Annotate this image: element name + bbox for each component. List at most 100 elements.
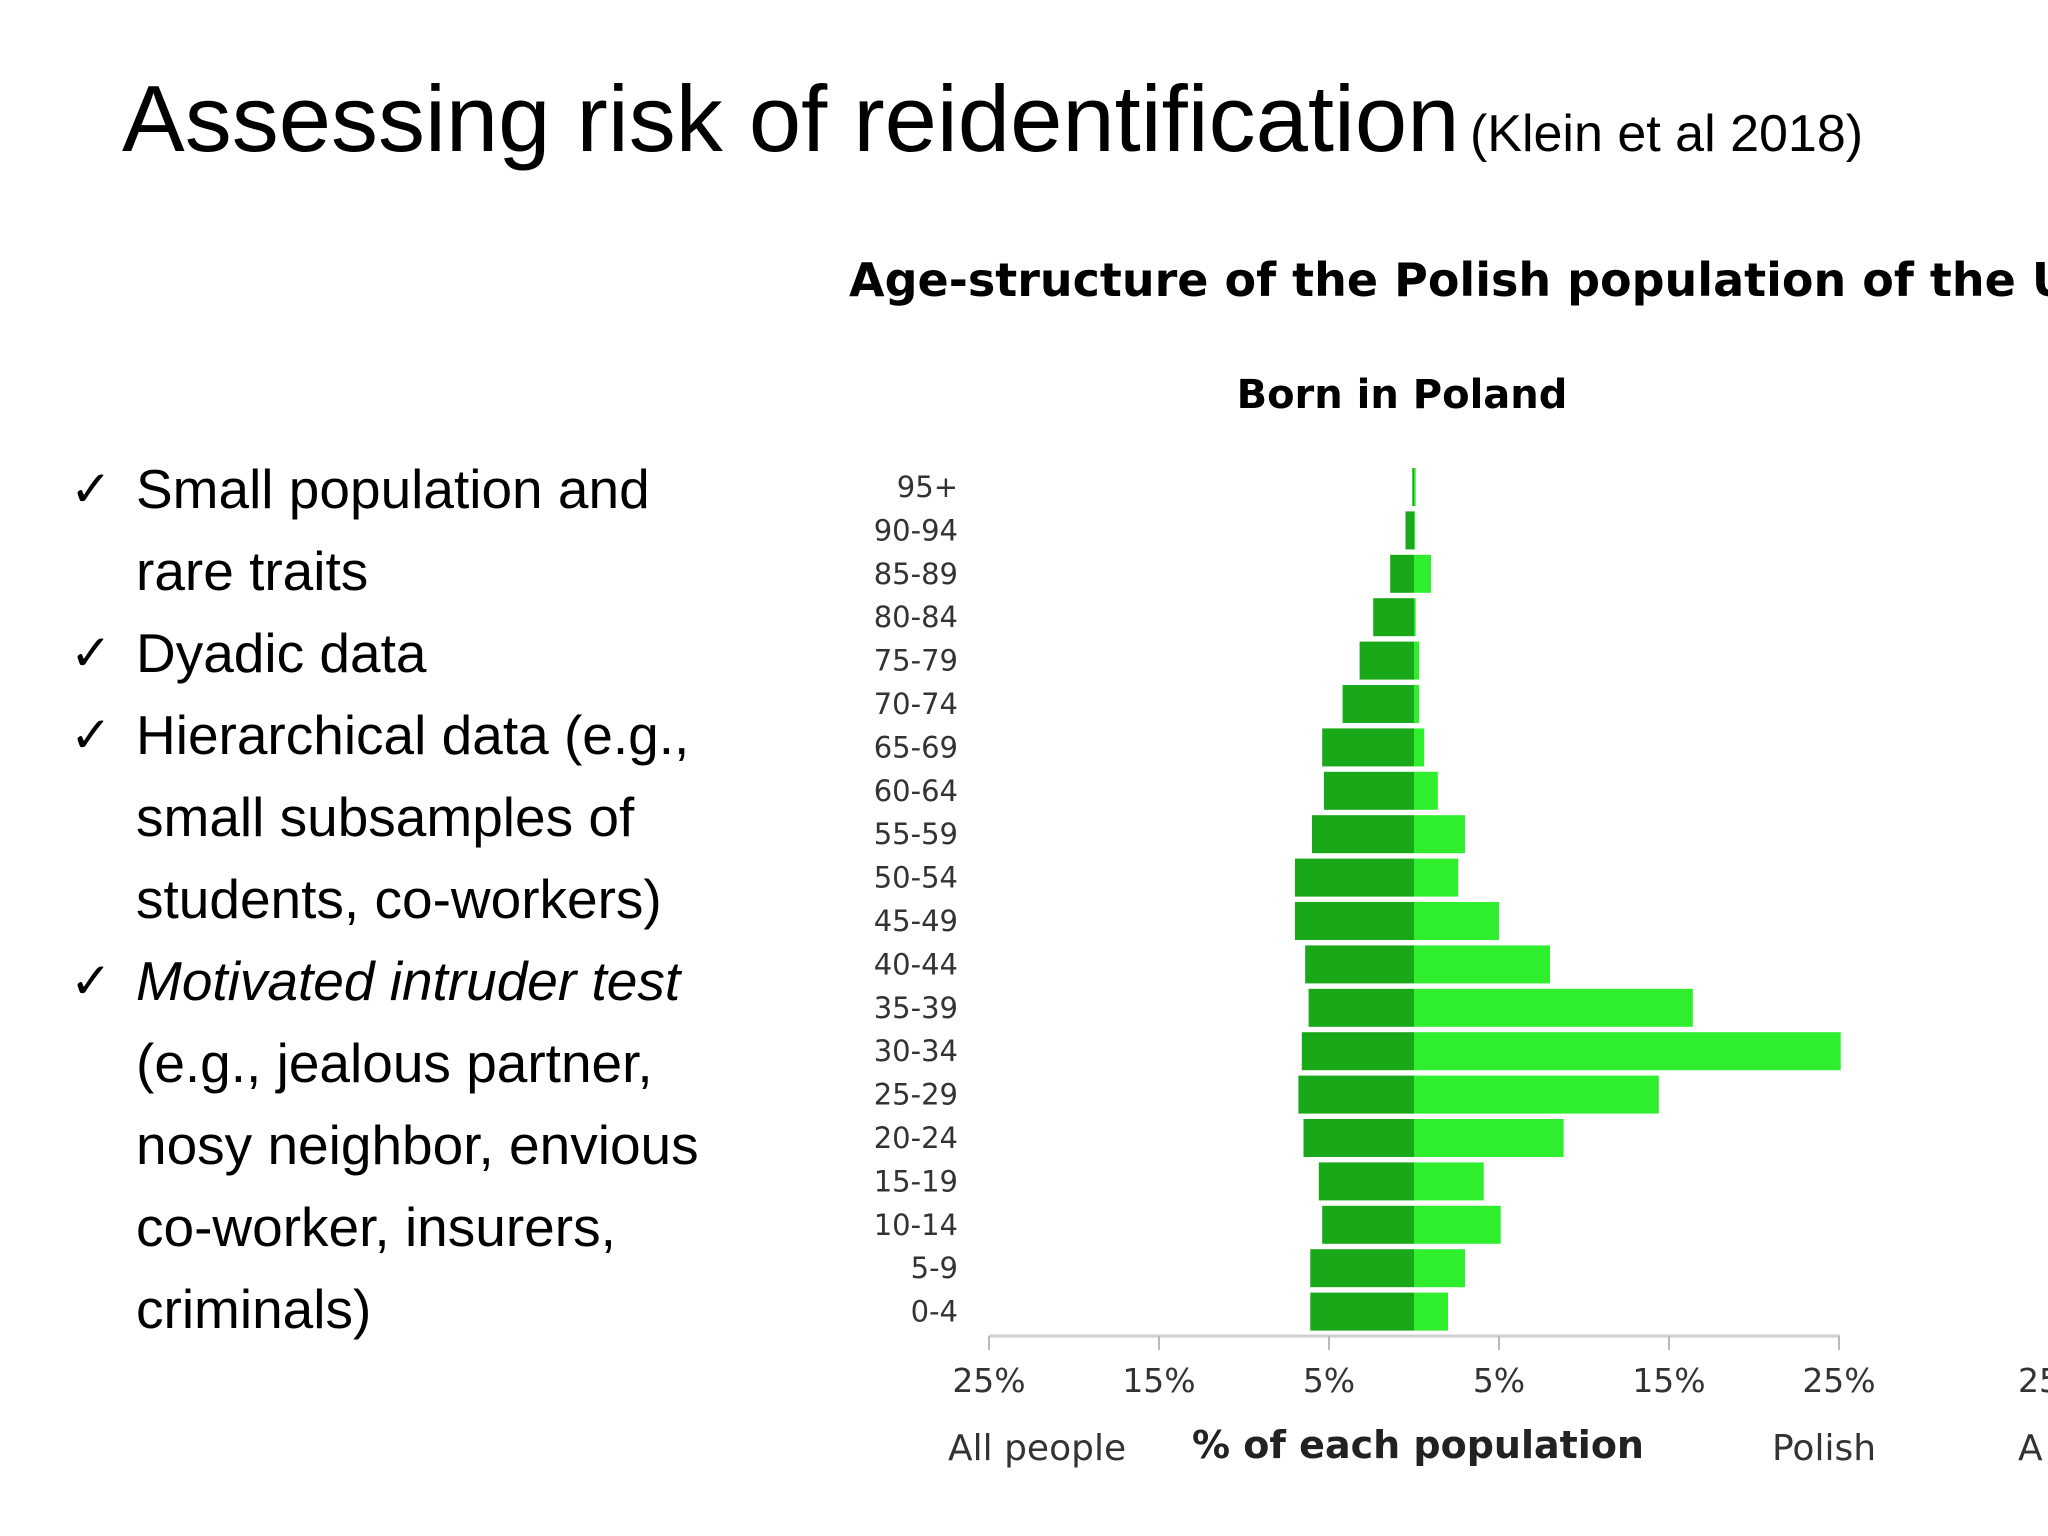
age-group-label: 65-69 xyxy=(874,730,958,764)
bar-all-people-70-74 xyxy=(1342,685,1414,723)
bar-all-people-40-44 xyxy=(1305,945,1414,984)
age-group-label: 25-29 xyxy=(874,1078,958,1112)
slide-title-main: Assessing risk of reidentification xyxy=(122,66,1460,171)
checkmark-icon: ✓ xyxy=(70,706,112,764)
bar-all-people-85-89 xyxy=(1390,554,1414,593)
bar-all-people-5-9 xyxy=(1310,1249,1414,1288)
bar-polish-30-34 xyxy=(1414,1032,1841,1071)
bullet-item: ✓ Motivated intruder test (e.g., jealous… xyxy=(70,940,770,1350)
bullet-line: small subsamples of xyxy=(136,786,635,848)
bar-all-people-55-59 xyxy=(1312,815,1414,854)
x-tick-label: 25% xyxy=(952,1361,1025,1400)
bar-all-people-90-94 xyxy=(1405,511,1414,550)
bar-all-people-15-19 xyxy=(1318,1162,1414,1201)
checkmark-icon: ✓ xyxy=(70,952,112,1010)
x-tick-label: 15% xyxy=(1122,1361,1195,1400)
bar-all-people-30-34 xyxy=(1301,1032,1414,1071)
right-side-label: Polish xyxy=(1772,1428,1876,1469)
bar-all-people-75-79 xyxy=(1359,641,1414,680)
age-group-label: 0-4 xyxy=(911,1295,958,1329)
age-group-label: 10-14 xyxy=(874,1208,958,1242)
age-group-label: 15-19 xyxy=(874,1164,958,1198)
bar-all-people-80-84 xyxy=(1373,598,1414,637)
age-group-label: 50-54 xyxy=(874,861,958,895)
age-group-label: 40-44 xyxy=(874,947,958,981)
bullet-line: co-worker, insurers, xyxy=(136,1196,616,1258)
bullet-item: ✓ Dyadic data xyxy=(70,612,770,694)
bar-polish-95+ xyxy=(1414,468,1416,506)
age-group-label: 90-94 xyxy=(874,513,958,547)
bullet-line: rare traits xyxy=(136,540,369,602)
age-group-label: 95+ xyxy=(897,470,958,504)
chart-subtitle: Born in Poland xyxy=(1237,372,1568,418)
bar-all-people-0-4 xyxy=(1310,1292,1414,1331)
bar-polish-65-69 xyxy=(1414,728,1425,767)
bar-polish-50-54 xyxy=(1414,858,1459,897)
bullet-line: criminals) xyxy=(136,1278,372,1340)
bar-all-people-35-39 xyxy=(1308,988,1414,1027)
age-group-label: 60-64 xyxy=(874,774,958,808)
bar-polish-0-4 xyxy=(1414,1292,1448,1331)
slide-title: Assessing risk of reidentification (Klei… xyxy=(122,72,1863,166)
checkmark-icon: ✓ xyxy=(70,624,112,682)
bar-all-people-10-14 xyxy=(1322,1205,1414,1244)
age-group-label: 80-84 xyxy=(874,600,958,634)
bar-polish-90-94 xyxy=(1414,511,1415,550)
slide-title-citation: (Klein et al 2018) xyxy=(1469,105,1864,163)
bar-all-people-95+ xyxy=(1412,468,1414,506)
checkmark-icon: ✓ xyxy=(70,460,112,518)
age-group-label: 70-74 xyxy=(874,687,958,721)
bar-polish-75-79 xyxy=(1414,641,1420,680)
bar-polish-5-9 xyxy=(1414,1249,1465,1288)
age-group-label: 45-49 xyxy=(874,904,958,938)
bullet-item: ✓ Hierarchical data (e.g., small subsamp… xyxy=(70,694,770,940)
x-tick-label: 5% xyxy=(1303,1361,1355,1400)
age-group-label: 35-39 xyxy=(874,991,958,1025)
bullet-line: (e.g., jealous partner, xyxy=(136,1032,653,1094)
x-tick-label: 5% xyxy=(1473,1361,1525,1400)
bar-polish-60-64 xyxy=(1414,771,1438,810)
age-group-label: 20-24 xyxy=(874,1121,958,1155)
bar-polish-40-44 xyxy=(1414,945,1550,984)
bar-all-people-65-69 xyxy=(1322,728,1414,767)
bar-polish-25-29 xyxy=(1414,1075,1659,1114)
bullet-line: nosy neighbor, envious xyxy=(136,1114,699,1176)
bar-all-people-20-24 xyxy=(1303,1119,1414,1157)
bullet-line: Dyadic data xyxy=(136,622,427,684)
right-clipped-label: A xyxy=(2018,1428,2043,1469)
age-group-label: 75-79 xyxy=(874,644,958,678)
bullet-line: Hierarchical data (e.g., xyxy=(136,704,690,766)
bar-polish-35-39 xyxy=(1414,988,1693,1027)
bar-group xyxy=(1295,468,1841,1331)
bar-polish-45-49 xyxy=(1414,902,1499,940)
x-tick-label-clipped: 25 xyxy=(2018,1361,2048,1400)
bar-polish-15-19 xyxy=(1414,1162,1484,1201)
x-tick-label: 15% xyxy=(1632,1361,1705,1400)
bullet-line: Small population and xyxy=(136,458,650,520)
bar-polish-70-74 xyxy=(1414,685,1420,723)
age-label-group: 95+ 90-94 85-89 80-84 75-79 70-74 65-69 60-64 55… xyxy=(874,470,958,1329)
chart-title: Age-structure of the Polish population o… xyxy=(849,253,2048,307)
bullet-item: ✓ Small population and rare traits xyxy=(70,448,770,612)
bar-all-people-25-29 xyxy=(1298,1075,1414,1114)
bar-all-people-50-54 xyxy=(1295,858,1414,897)
bullet-line: students, co-workers) xyxy=(136,868,662,930)
bar-polish-85-89 xyxy=(1414,554,1431,593)
x-tick-label: 25% xyxy=(1802,1361,1875,1400)
bar-all-people-60-64 xyxy=(1323,771,1414,810)
age-group-label: 30-34 xyxy=(874,1034,958,1068)
x-axis-label: % of each population xyxy=(1192,1423,1644,1467)
age-group-label: 85-89 xyxy=(874,557,958,591)
age-group-label: 5-9 xyxy=(911,1251,958,1285)
bar-polish-55-59 xyxy=(1414,815,1465,854)
age-group-label: 55-59 xyxy=(874,817,958,851)
x-tick-group: 25% 15% 5% 5% 15% 25% xyxy=(952,1336,1876,1400)
left-side-label: All people xyxy=(948,1428,1126,1469)
bar-polish-20-24 xyxy=(1414,1119,1564,1157)
bar-all-people-45-49 xyxy=(1295,902,1414,940)
bar-polish-10-14 xyxy=(1414,1205,1501,1244)
bar-polish-80-84 xyxy=(1414,598,1416,637)
bullet-list: ✓ Small population and rare traits ✓ Dya… xyxy=(70,448,770,1350)
bullet-line: Motivated intruder test xyxy=(136,950,681,1012)
